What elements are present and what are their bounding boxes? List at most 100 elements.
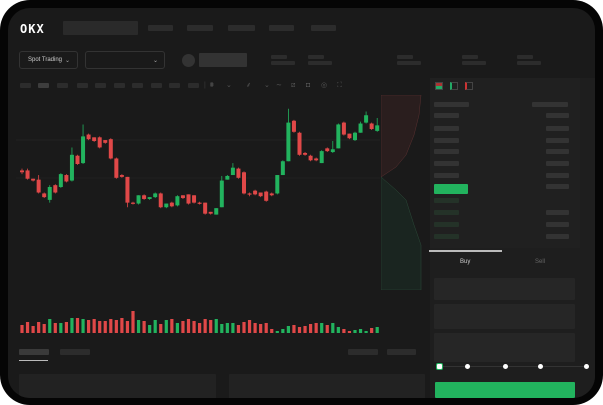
timeframe-button[interactable] <box>57 83 68 88</box>
slider-stop[interactable] <box>503 364 508 369</box>
nav-item[interactable] <box>148 25 173 31</box>
volume-bar <box>148 325 152 333</box>
nav-item[interactable] <box>228 25 255 31</box>
volume-bar <box>109 319 113 333</box>
pair-dropdown[interactable]: ⌄ <box>85 51 165 69</box>
volume-bar <box>203 319 207 333</box>
tab-buy[interactable]: Buy <box>460 259 471 265</box>
slider-handle[interactable] <box>436 363 443 370</box>
tab-sell[interactable]: Sell <box>535 259 546 265</box>
timeframe-button[interactable] <box>77 83 88 88</box>
volume-bar <box>331 323 335 333</box>
chevron-down-icon: ⌄ <box>152 57 158 64</box>
stat-label <box>271 55 287 59</box>
volume-bar <box>87 320 91 333</box>
bid-price <box>434 210 459 215</box>
market-dropdown-label: Spot Trading <box>28 57 63 63</box>
tab-open-orders[interactable] <box>19 349 49 355</box>
nav-item[interactable] <box>269 25 294 31</box>
stat-value <box>517 61 541 65</box>
volume-bar <box>103 321 107 333</box>
timeframe-button[interactable] <box>188 83 199 88</box>
volume-bar <box>192 321 196 333</box>
candle-body <box>142 195 147 199</box>
market-dropdown[interactable]: Spot Trading ⌄ <box>19 51 78 69</box>
volume-bar <box>358 329 363 333</box>
buy-button[interactable] <box>435 382 575 398</box>
timeframe-button[interactable] <box>95 83 106 88</box>
slider-track[interactable] <box>438 366 588 367</box>
volume-bar <box>247 320 252 333</box>
line-icon[interactable]: ⸙ <box>246 82 252 89</box>
app-screen: OKX Spot Trading ⌄ ⌄ | ⩩ ⌄ ⸙ ⌄ ∼ ⧄ ◘ ◎ ⛶ <box>8 8 595 398</box>
fullscreen-icon[interactable]: ⛶ <box>337 82 342 89</box>
bid-price <box>434 198 459 203</box>
volume-bar <box>70 318 74 333</box>
price-input[interactable] <box>434 278 575 300</box>
candle-body <box>219 180 224 208</box>
candle-body <box>69 154 74 181</box>
candle-body <box>208 211 213 214</box>
bottom-action[interactable] <box>348 349 378 355</box>
buy-tab-underline <box>429 250 502 252</box>
volume-bar <box>120 318 124 333</box>
camera-icon[interactable]: ◘ <box>306 82 311 89</box>
timeframe-button[interactable] <box>38 83 49 88</box>
nav-item[interactable] <box>311 25 336 31</box>
candle-body <box>275 175 280 194</box>
volume-bar <box>375 327 379 333</box>
total-input[interactable] <box>434 333 575 362</box>
tab-order-history[interactable] <box>60 349 90 355</box>
bottom-action[interactable] <box>387 349 416 355</box>
amount-input[interactable] <box>434 304 575 329</box>
tab-underline <box>19 360 48 361</box>
settings-icon[interactable]: ◎ <box>321 82 328 89</box>
candle-body <box>158 193 163 208</box>
ask-amount <box>546 149 569 154</box>
candle-body <box>192 195 197 203</box>
chevron-down-icon[interactable]: ⌄ <box>264 82 270 89</box>
candle-body <box>375 125 380 131</box>
timeframe-button[interactable] <box>169 83 180 88</box>
candle-body <box>253 190 258 195</box>
candle-body <box>308 155 313 161</box>
stat-value <box>308 61 332 65</box>
timeframe-button[interactable] <box>151 83 162 88</box>
candle-body <box>180 195 185 199</box>
stat-value <box>271 61 295 65</box>
volume-bar <box>253 323 257 333</box>
ask-price <box>434 138 459 143</box>
timeframe-button[interactable] <box>132 83 143 88</box>
candlestick-chart[interactable] <box>8 95 428 345</box>
depth-chart <box>381 95 422 290</box>
chevron-down-icon[interactable]: ⌄ <box>226 82 232 89</box>
orderbook-both-icon[interactable] <box>435 82 443 90</box>
slider-stop[interactable] <box>538 364 543 369</box>
candle-body <box>147 197 152 199</box>
volume-bar <box>53 323 57 333</box>
slider-stop[interactable] <box>584 364 589 369</box>
orderbook-asks-icon[interactable] <box>465 82 473 90</box>
candle-body <box>358 123 363 133</box>
ruler-icon[interactable]: ⧄ <box>291 82 296 89</box>
volume-bar <box>225 323 229 333</box>
candle-body <box>153 193 158 198</box>
volume-bar <box>281 329 285 333</box>
volume-bar <box>347 331 352 333</box>
nav-item[interactable] <box>187 25 213 31</box>
toolbar-divider: | <box>204 82 206 89</box>
candle-body <box>203 202 208 214</box>
volume-bar <box>98 321 102 333</box>
slider-stop[interactable] <box>465 364 470 369</box>
search-bar[interactable] <box>63 21 138 35</box>
wave-icon[interactable]: ∼ <box>276 82 282 89</box>
orderbook-bids-icon[interactable] <box>450 82 458 90</box>
last-price <box>434 184 468 194</box>
volume-bar <box>364 331 368 333</box>
ask-amount <box>546 173 569 178</box>
candle-body <box>119 175 124 177</box>
indicator-icon[interactable]: ⩩ <box>210 82 214 89</box>
timeframe-button[interactable] <box>20 83 31 88</box>
volume-bar <box>342 329 346 333</box>
timeframe-button[interactable] <box>114 83 125 88</box>
